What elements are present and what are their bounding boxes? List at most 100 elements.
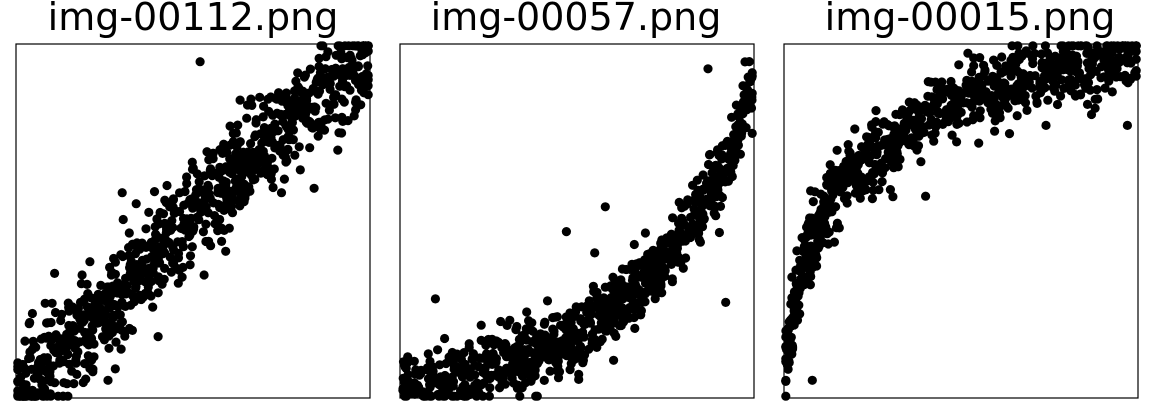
data-point xyxy=(1120,53,1130,63)
data-point xyxy=(733,120,743,130)
data-point xyxy=(313,131,323,141)
data-point xyxy=(1001,61,1011,71)
data-point xyxy=(109,310,119,320)
data-point xyxy=(979,60,989,70)
data-point xyxy=(901,122,911,132)
data-point xyxy=(1070,89,1080,100)
data-point xyxy=(577,302,587,312)
data-point xyxy=(966,79,976,89)
data-point xyxy=(153,288,163,298)
data-point xyxy=(708,162,718,172)
data-point xyxy=(740,57,750,67)
data-point xyxy=(64,303,74,313)
data-point xyxy=(1099,72,1109,82)
data-point xyxy=(116,344,126,354)
data-point xyxy=(423,349,433,359)
data-point xyxy=(153,254,163,264)
data-point xyxy=(1107,87,1117,97)
data-point xyxy=(727,137,737,147)
data-point xyxy=(268,182,278,193)
data-point xyxy=(994,108,1005,118)
data-point xyxy=(992,60,1002,70)
data-point xyxy=(688,180,698,190)
data-point xyxy=(342,81,352,91)
data-point xyxy=(812,253,822,263)
data-point xyxy=(818,238,828,248)
data-point xyxy=(331,63,341,73)
data-point xyxy=(999,84,1009,94)
data-point xyxy=(110,257,120,267)
data-point xyxy=(141,224,151,234)
data-point xyxy=(799,235,809,245)
data-point xyxy=(259,123,269,133)
data-point xyxy=(616,275,626,285)
data-point xyxy=(673,252,683,262)
data-point xyxy=(1048,73,1058,83)
data-point xyxy=(888,192,898,202)
data-point xyxy=(1082,48,1092,59)
data-point xyxy=(627,275,638,285)
data-point xyxy=(1020,77,1030,87)
data-point xyxy=(952,137,962,147)
data-point xyxy=(336,48,346,58)
data-point xyxy=(983,76,993,86)
data-point xyxy=(231,154,241,164)
data-point xyxy=(600,202,610,212)
data-point xyxy=(465,372,475,382)
data-point xyxy=(183,198,193,208)
data-point xyxy=(237,165,247,175)
data-point xyxy=(129,276,139,286)
data-point xyxy=(850,124,860,134)
data-point xyxy=(636,310,646,320)
data-point xyxy=(246,139,256,149)
data-point xyxy=(345,70,355,80)
data-point xyxy=(703,64,713,74)
data-point xyxy=(870,144,880,155)
data-point xyxy=(520,378,531,388)
data-point xyxy=(140,277,150,287)
data-point xyxy=(1002,101,1012,111)
data-point xyxy=(430,294,440,304)
data-point xyxy=(474,353,485,363)
data-point xyxy=(315,67,325,78)
data-point xyxy=(197,185,207,195)
data-point xyxy=(524,368,534,378)
data-point xyxy=(177,272,187,282)
data-point xyxy=(222,147,232,157)
panel-title-2: img-00057.png xyxy=(431,0,722,39)
data-point xyxy=(551,345,561,355)
data-point xyxy=(50,378,60,388)
data-point xyxy=(452,391,462,401)
data-point xyxy=(630,323,640,333)
data-point xyxy=(1071,67,1081,77)
data-point xyxy=(401,391,411,401)
data-point xyxy=(153,232,163,242)
data-point xyxy=(573,331,583,342)
data-point xyxy=(588,281,599,291)
data-point xyxy=(120,301,130,311)
data-point xyxy=(724,155,734,165)
data-point xyxy=(157,279,167,289)
data-point xyxy=(153,332,163,342)
data-point xyxy=(348,41,358,51)
data-point xyxy=(147,264,157,275)
data-point xyxy=(808,262,818,272)
data-point xyxy=(621,314,631,324)
data-point xyxy=(465,364,475,374)
data-point xyxy=(81,334,91,345)
data-point xyxy=(921,191,931,201)
data-point xyxy=(293,68,303,78)
data-point xyxy=(276,188,287,198)
data-point xyxy=(20,336,30,346)
data-point xyxy=(958,98,968,108)
data-point xyxy=(857,142,867,152)
data-point xyxy=(1013,95,1023,105)
data-point xyxy=(248,147,258,157)
data-point xyxy=(668,213,678,223)
data-point xyxy=(721,297,731,307)
data-point xyxy=(629,290,639,300)
data-point xyxy=(745,76,755,86)
data-point xyxy=(1048,83,1058,93)
data-point xyxy=(40,298,50,308)
data-point xyxy=(590,338,600,348)
